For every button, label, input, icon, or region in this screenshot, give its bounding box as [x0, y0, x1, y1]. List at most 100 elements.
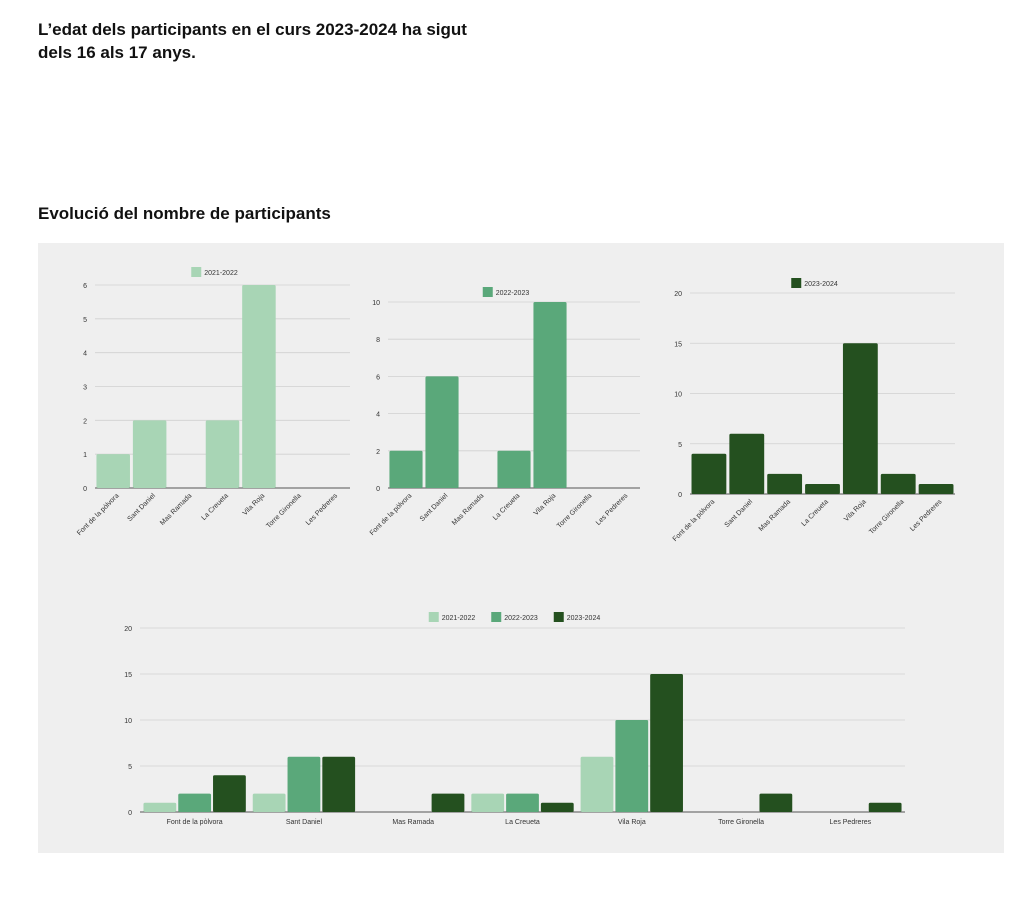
x-tick-label: Vila Roja — [618, 819, 646, 826]
bar — [540, 802, 574, 812]
bar — [729, 433, 765, 494]
legend-label: 2023-2024 — [804, 281, 838, 288]
chart-4: 0 5 10 15 20 2021-2022 2022-2023 2023-2024 Font … — [124, 612, 905, 826]
bar — [880, 473, 916, 494]
y-tick-label: 20 — [674, 291, 682, 298]
bar — [615, 720, 649, 812]
section-title: Evolució del nombre de participants — [38, 204, 331, 223]
legend-swatch — [553, 612, 564, 622]
x-tick-label: Sant Daniel — [127, 492, 158, 523]
legend-label: 2021-2022 — [442, 615, 476, 622]
bar — [425, 376, 459, 488]
legend-swatch — [491, 612, 502, 622]
x-tick-label: Sant Daniel — [419, 492, 450, 523]
x-tick-label: Les Pedreres — [305, 492, 340, 527]
x-tick-label: Mas Ramada — [159, 492, 193, 526]
y-tick-label: 4 — [83, 351, 87, 358]
x-tick-label: Font de la pòlvora — [672, 498, 717, 543]
x-tick-label: Mas Ramada — [758, 498, 792, 532]
y-tick-label: 20 — [124, 626, 132, 633]
bar — [205, 420, 240, 488]
x-tick-label: Vila Roja — [533, 492, 558, 517]
x-tick-label: La Creueta — [200, 492, 230, 522]
bar — [918, 483, 954, 494]
bar — [431, 793, 465, 812]
y-tick-label: 0 — [128, 810, 132, 817]
bar — [842, 343, 878, 494]
x-tick-label: Font de la pòlvora — [167, 819, 223, 826]
bar — [805, 483, 840, 494]
x-tick-label: Les Pedreres — [909, 498, 944, 533]
bar — [650, 674, 683, 812]
y-tick-label: 8 — [376, 337, 380, 344]
y-tick-label: 2 — [376, 449, 380, 456]
bar — [580, 756, 614, 812]
legend-swatch — [791, 278, 802, 288]
bar — [389, 450, 423, 488]
x-tick-label: Sant Daniel — [286, 819, 323, 826]
y-tick-label: 0 — [83, 486, 87, 493]
x-tick-label: Font de la pòlvora — [369, 492, 414, 537]
y-tick-label: 5 — [128, 764, 132, 771]
x-tick-label: La Creueta — [492, 492, 522, 522]
legend-swatch — [482, 287, 493, 297]
bar — [322, 756, 356, 812]
x-tick-label: Les Pedreres — [830, 819, 872, 826]
x-tick-label: Vila Roja — [242, 492, 267, 517]
x-tick-label: Torre Gironella — [556, 492, 593, 529]
y-tick-label: 15 — [674, 341, 682, 348]
chart-2: 0 2 4 6 8 10 2022-2023 Font de la pòlvora Sant D… — [369, 287, 640, 537]
bar — [868, 802, 902, 812]
x-tick-label: Mas Ramada — [451, 492, 485, 526]
intro-text: L’edat dels participants en el curs 2023… — [38, 20, 467, 62]
y-tick-label: 10 — [372, 300, 380, 307]
y-tick-label: 2 — [83, 418, 87, 425]
bar — [506, 793, 539, 812]
bar — [178, 793, 212, 812]
y-tick-label: 5 — [83, 317, 87, 324]
x-tick-label: Torre Gironella — [868, 498, 905, 535]
y-tick-label: 0 — [678, 492, 682, 499]
y-tick-label: 4 — [376, 412, 380, 419]
chart-3: 0 5 10 15 20 2023-2024 Font de la pòlvora Sant … — [672, 278, 955, 543]
legend-label: 2021-2022 — [204, 270, 238, 277]
x-tick-label: La Creueta — [505, 819, 540, 826]
y-tick-label: 1 — [83, 452, 87, 459]
legend-label: 2023-2024 — [567, 615, 601, 622]
x-tick-label: Font de la pòlvora — [76, 492, 121, 537]
bar — [691, 453, 727, 494]
x-tick-label: Torre Gironella — [265, 492, 302, 529]
y-tick-label: 5 — [678, 442, 682, 449]
legend-swatch — [191, 267, 202, 277]
y-tick-label: 6 — [83, 283, 87, 290]
y-tick-label: 0 — [376, 486, 380, 493]
legend-swatch — [428, 612, 439, 622]
bar — [143, 802, 177, 812]
bar — [759, 793, 793, 812]
x-tick-label: Sant Daniel — [724, 498, 755, 529]
y-tick-label: 15 — [124, 672, 132, 679]
bar — [767, 473, 803, 494]
bar — [213, 775, 246, 812]
y-tick-label: 10 — [674, 392, 682, 399]
x-tick-label: Les Pedreres — [595, 492, 630, 527]
y-tick-label: 6 — [376, 374, 380, 381]
bar — [242, 285, 276, 488]
bar — [252, 793, 286, 812]
legend-label: 2022-2023 — [496, 290, 530, 297]
bar — [497, 450, 531, 488]
bar — [471, 793, 505, 812]
legend-label: 2022-2023 — [504, 615, 538, 622]
y-tick-label: 3 — [83, 385, 87, 392]
chart-1: 0 1 2 3 4 5 6 2021-2022 Font de la pòlvora Sant D… — [76, 267, 350, 537]
x-tick-label: La Creueta — [800, 498, 830, 528]
bar — [96, 454, 130, 488]
bar — [132, 420, 167, 488]
x-tick-label: Mas Ramada — [392, 819, 434, 826]
bar — [287, 756, 321, 812]
x-tick-label: Torre Gironella — [718, 819, 764, 826]
y-tick-label: 10 — [124, 718, 132, 725]
bar — [533, 302, 567, 488]
x-tick-label: Vila Roja — [843, 498, 868, 523]
